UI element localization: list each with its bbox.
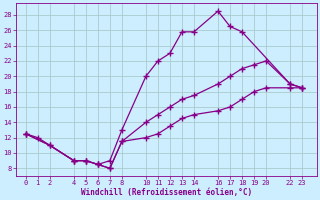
X-axis label: Windchill (Refroidissement éolien,°C): Windchill (Refroidissement éolien,°C) (81, 188, 252, 197)
